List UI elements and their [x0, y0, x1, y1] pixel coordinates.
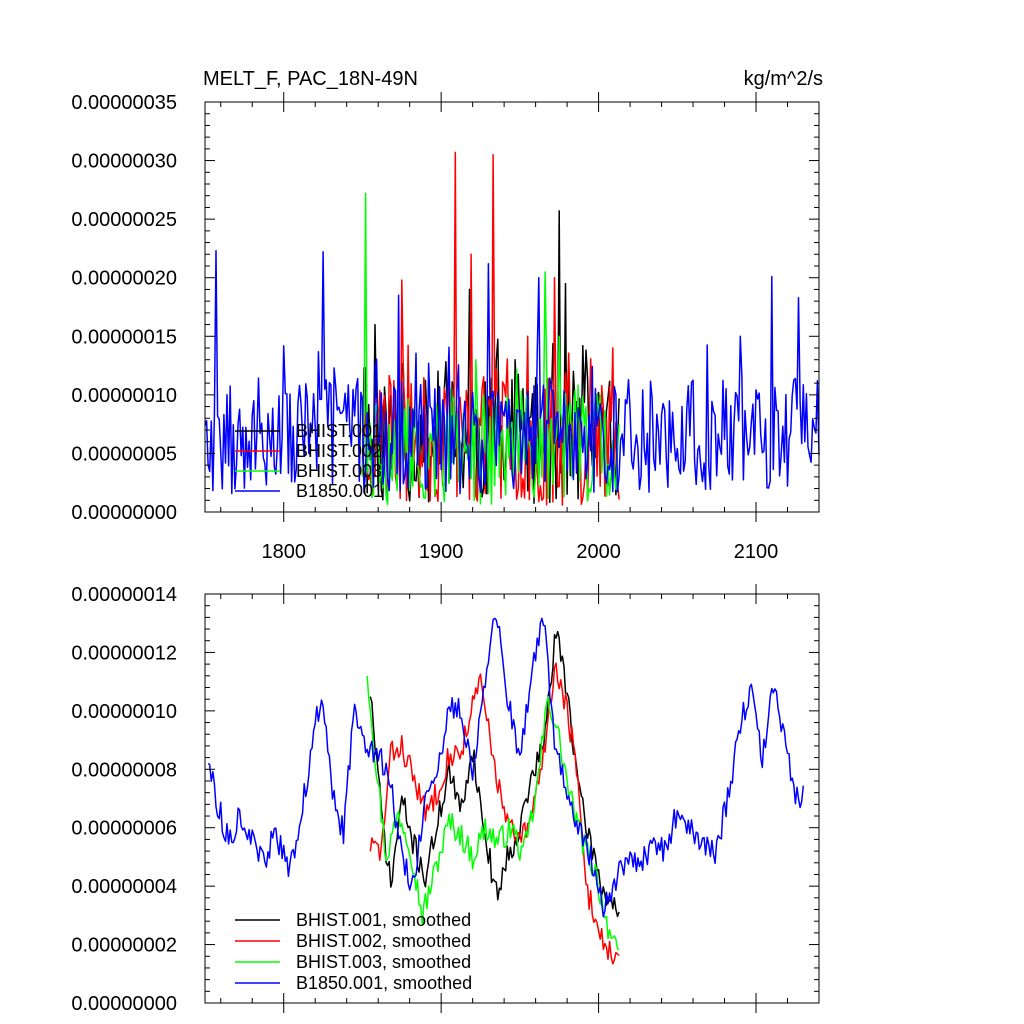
top-x-tick-label: 1900: [419, 541, 464, 563]
top-legend-label-bhist-002: BHIST.002: [296, 441, 382, 461]
top-y-tick-label: 0.00000005: [71, 443, 177, 465]
bottom-y-tick-labels: 0.00000000 0.00000002 0.00000004 0.00000006…: [71, 584, 177, 1015]
top-legend-label-b1850-001: B1850.001: [296, 481, 383, 501]
bottom-series-line-bhist-002-smoothed: [369, 662, 620, 965]
top-x-tick-label: 2000: [576, 541, 621, 563]
bottom-series-line-bhist-001-smoothed: [369, 630, 620, 918]
top-y-tick-label: 0.00000010: [71, 385, 177, 407]
top-legend-label-bhist-003: BHIST.003: [296, 461, 382, 481]
bottom-y-tick-label: 0.00000014: [71, 584, 177, 606]
bottom-panel: 0.00000000 0.00000002 0.00000004 0.00000006…: [71, 584, 820, 1015]
top-x-tick-label: 2100: [734, 541, 779, 563]
top-y-tick-label: 0.00000030: [71, 151, 177, 173]
bottom-y-tick-label: 0.00000000: [71, 993, 177, 1015]
bottom-legend-label-bhist-003-smoothed: BHIST.003, smoothed: [296, 952, 471, 972]
bottom-series-line-b1850-001-smoothed: [207, 617, 805, 918]
top-series-line-b1850-001: [204, 250, 820, 495]
top-y-tick-label: 0.00000035: [71, 92, 177, 114]
top-x-tick-labels: 1800 1900 2000 2100: [261, 541, 778, 563]
top-series-group: [204, 151, 820, 506]
top-y-tick-label: 0.00000000: [71, 502, 177, 524]
bottom-plot-frame: [204, 593, 820, 1004]
top-legend-label-bhist-001: BHIST.001: [296, 421, 382, 441]
top-y-tick-label: 0.00000015: [71, 326, 177, 348]
bottom-series-group: [207, 617, 805, 965]
top-plot-frame: [204, 101, 820, 513]
top-title-left: MELT_F, PAC_18N-49N: [203, 68, 418, 90]
bottom-y-tick-label: 0.00000008: [71, 759, 177, 781]
top-ticks: [205, 92, 820, 522]
bottom-ticks: [205, 584, 820, 1013]
top-panel: MELT_F, PAC_18N-49N kg/m^2/s 0.000000000…: [71, 68, 823, 563]
top-y-tick-labels: 0.00000000 0.00000005 0.00000010 0.00000015…: [71, 92, 177, 524]
bottom-y-tick-label: 0.00000010: [71, 701, 177, 723]
bottom-legend-label-bhist-002-smoothed: BHIST.002, smoothed: [296, 931, 471, 951]
bottom-y-tick-label: 0.00000002: [71, 935, 177, 957]
top-title-right: kg/m^2/s: [744, 68, 823, 90]
top-y-tick-label: 0.00000025: [71, 209, 177, 231]
bottom-y-tick-label: 0.00000012: [71, 642, 177, 664]
bottom-legend-label-bhist-001-smoothed: BHIST.001, smoothed: [296, 910, 471, 930]
top-y-tick-label: 0.00000020: [71, 268, 177, 290]
top-x-tick-label: 1800: [261, 541, 306, 563]
bottom-y-tick-label: 0.00000004: [71, 876, 177, 898]
bottom-y-tick-label: 0.00000006: [71, 818, 177, 840]
bottom-series-line-bhist-003-smoothed: [366, 675, 620, 951]
bottom-legend-label-b1850-001-smoothed: B1850.001, smoothed: [296, 973, 472, 993]
